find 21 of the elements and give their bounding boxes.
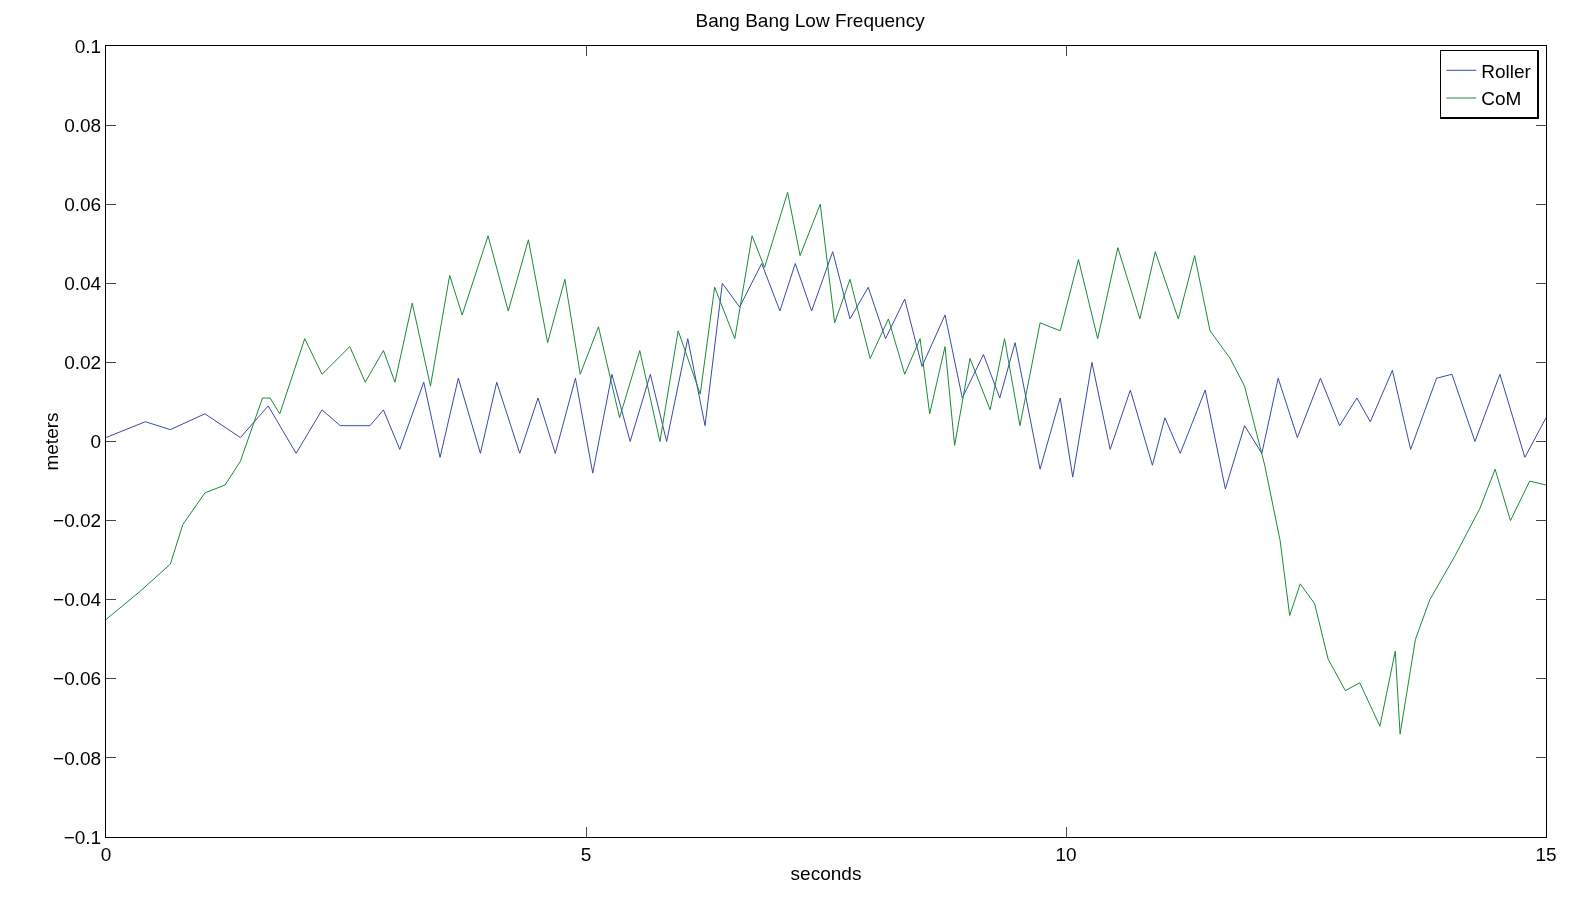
y-tick-label: 0.1 [74,35,102,57]
y-tick-label: −0.06 [53,668,102,690]
y-tick-label: −0.08 [53,747,102,769]
x-tick-label: 5 [580,843,592,865]
y-tick-label: 0.02 [64,352,102,374]
legend-label: CoM [1481,88,1522,110]
y-axis-title: meters [41,412,62,471]
line-series [106,251,1546,490]
y-tick-label: −0.04 [53,589,102,611]
y-tick-label: 0.04 [64,272,102,294]
y-tick-label: 0 [90,431,102,453]
legend-label: Roller [1481,60,1532,82]
chart-title: Bang Bang Low Frequency [695,9,926,31]
y-tick-label: 0.06 [64,193,102,215]
x-tick-label: 15 [1535,843,1557,865]
line-series [106,191,1546,735]
y-tick-label: 0.08 [64,114,102,136]
x-tick-label: 10 [1055,843,1077,865]
x-axis-title: seconds [790,862,862,884]
y-tick-label: −0.02 [53,510,102,532]
y-tick-label: −0.1 [63,826,102,848]
